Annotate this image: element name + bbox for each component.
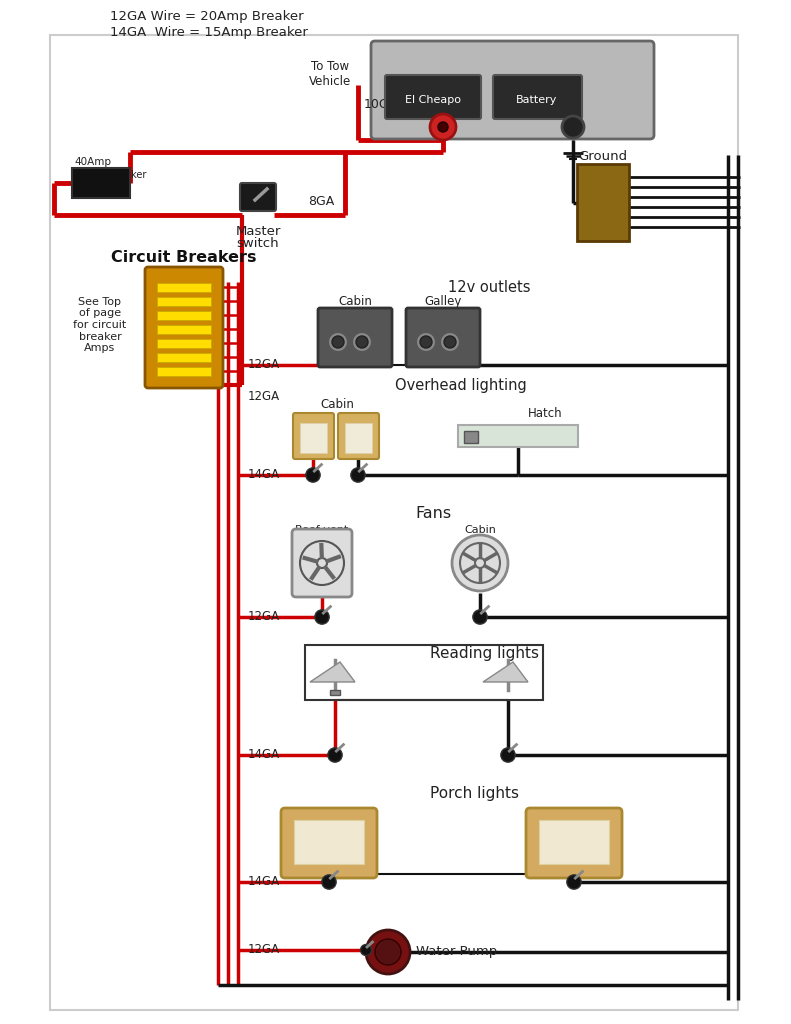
Text: Circuit Breaker: Circuit Breaker (74, 170, 146, 180)
Text: See Top
of page
for circuit
breaker
Amps: See Top of page for circuit breaker Amps (74, 297, 127, 353)
Bar (157, 325, 211, 334)
FancyBboxPatch shape (371, 41, 654, 139)
Circle shape (375, 939, 401, 965)
Bar (539, 820, 609, 864)
FancyBboxPatch shape (318, 308, 392, 367)
Circle shape (366, 930, 410, 974)
Circle shape (444, 336, 456, 348)
Bar (330, 690, 340, 695)
Text: switch: switch (237, 237, 279, 250)
FancyBboxPatch shape (338, 413, 379, 459)
Text: Reading lights: Reading lights (430, 646, 539, 662)
FancyBboxPatch shape (385, 75, 481, 119)
Text: Cabin: Cabin (338, 295, 372, 308)
Circle shape (352, 332, 372, 352)
Text: 12v outlets: 12v outlets (448, 280, 531, 295)
FancyBboxPatch shape (493, 75, 582, 119)
Circle shape (438, 122, 448, 132)
Bar (157, 367, 211, 376)
Text: 12GA: 12GA (248, 358, 280, 371)
Bar (50, 35, 738, 1010)
Circle shape (351, 468, 365, 482)
FancyBboxPatch shape (281, 808, 377, 878)
FancyBboxPatch shape (240, 183, 276, 211)
Circle shape (420, 336, 432, 348)
Text: Cabin: Cabin (464, 525, 496, 535)
Bar (464, 431, 478, 443)
Text: 12GA: 12GA (248, 943, 280, 956)
Polygon shape (310, 662, 355, 682)
Circle shape (430, 114, 456, 140)
Circle shape (440, 332, 460, 352)
Circle shape (361, 944, 372, 955)
Text: block: block (585, 164, 621, 177)
Text: To Tow
Vehicle: To Tow Vehicle (308, 60, 351, 88)
Text: Roof vent: Roof vent (295, 525, 349, 535)
Text: Ground: Ground (578, 150, 627, 163)
Circle shape (315, 610, 329, 625)
Text: Water Pump: Water Pump (416, 945, 498, 958)
Bar (157, 297, 211, 306)
Circle shape (328, 332, 348, 352)
Text: Fans: Fans (415, 506, 451, 521)
FancyBboxPatch shape (292, 529, 352, 597)
FancyBboxPatch shape (293, 413, 334, 459)
Text: 12GA: 12GA (248, 390, 280, 403)
Bar (157, 311, 211, 319)
Circle shape (322, 874, 336, 889)
Text: Porch lights: Porch lights (430, 786, 519, 801)
Bar (345, 423, 372, 453)
Polygon shape (483, 662, 528, 682)
Circle shape (473, 610, 487, 625)
Circle shape (332, 336, 344, 348)
Text: Battery: Battery (517, 95, 558, 105)
Text: Circuit Breakers: Circuit Breakers (112, 250, 257, 265)
Text: Overhead lighting: Overhead lighting (395, 378, 527, 393)
Text: 8GA: 8GA (308, 195, 335, 208)
FancyBboxPatch shape (145, 267, 223, 388)
Bar (300, 423, 327, 453)
Bar (294, 820, 364, 864)
Text: 12GA Wire = 20Amp Breaker: 12GA Wire = 20Amp Breaker (110, 10, 304, 23)
Text: 14GA: 14GA (248, 874, 280, 888)
Text: 14GA: 14GA (248, 748, 280, 761)
Text: Hatch: Hatch (528, 407, 562, 420)
Text: 10GA: 10GA (364, 98, 398, 111)
Bar (458, 425, 578, 447)
Text: 40Amp: 40Amp (74, 157, 111, 167)
Circle shape (356, 336, 368, 348)
FancyBboxPatch shape (526, 808, 622, 878)
Text: El Cheapo: El Cheapo (405, 95, 461, 105)
Circle shape (327, 748, 343, 762)
Text: 14GA: 14GA (248, 468, 280, 481)
Circle shape (452, 535, 508, 591)
Bar (305, 645, 543, 700)
Text: 12GA: 12GA (248, 610, 280, 623)
Text: Cabin: Cabin (320, 398, 354, 411)
Bar (157, 353, 211, 362)
Circle shape (306, 468, 320, 482)
Bar (72, 168, 130, 198)
Bar (157, 283, 211, 292)
Text: Galley: Galley (424, 295, 462, 308)
FancyBboxPatch shape (577, 164, 629, 241)
Circle shape (416, 332, 436, 352)
Text: Master: Master (235, 225, 281, 238)
Circle shape (501, 748, 515, 762)
Bar (157, 339, 211, 348)
Circle shape (567, 874, 581, 889)
FancyBboxPatch shape (406, 308, 480, 367)
Text: 14GA  Wire = 15Amp Breaker: 14GA Wire = 15Amp Breaker (110, 26, 308, 39)
Circle shape (562, 116, 584, 138)
